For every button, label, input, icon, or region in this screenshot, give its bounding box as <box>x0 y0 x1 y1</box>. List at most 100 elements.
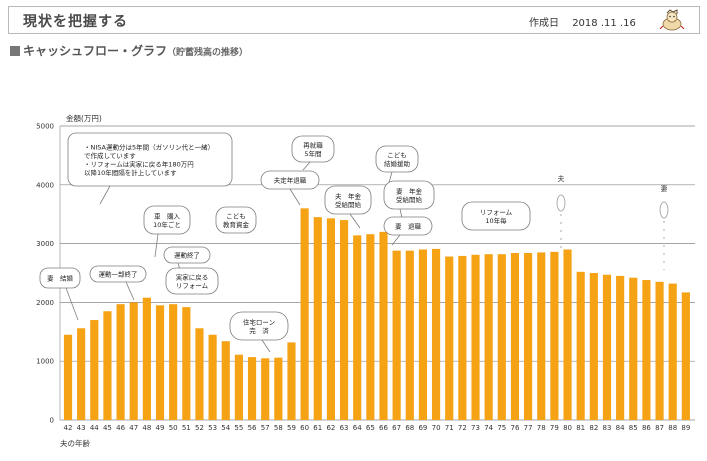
x-tick-label: 71 <box>445 424 454 432</box>
header-bar: 現状を把握する 作成日 2018 .11 .16 <box>8 6 700 34</box>
bar-age-60 <box>300 208 309 420</box>
x-tick-label: 56 <box>248 424 257 432</box>
x-tick-label: 57 <box>261 424 270 432</box>
x-tick-label: 48 <box>142 424 151 432</box>
x-tick-label: 88 <box>668 424 677 432</box>
bar-age-73 <box>471 254 480 420</box>
annotation-pointer <box>99 185 111 205</box>
created-date-area: 作成日 2018 .11 .16 <box>529 14 636 29</box>
x-tick-label: 53 <box>208 424 217 432</box>
y-axis-label: 金額(万円) <box>66 113 102 123</box>
annotation-box <box>67 132 233 187</box>
bar-age-77 <box>524 253 533 420</box>
x-tick-label: 82 <box>589 424 598 432</box>
x-tick-label: 44 <box>90 424 99 432</box>
annotation-text: 教育資金 <box>223 220 250 229</box>
annotation-pointer <box>261 339 271 353</box>
x-tick-label: 73 <box>471 424 480 432</box>
annotation-text: こども <box>387 151 407 159</box>
bar-age-56 <box>247 357 257 420</box>
annotation-text: 以降10年間隔を計上しています <box>84 168 177 177</box>
section-title-text: キャッシュフロー・グラフ <box>23 44 168 58</box>
bar-age-74 <box>484 254 493 420</box>
y-tick-label: 0 <box>50 417 54 425</box>
bar-age-53 <box>208 334 217 420</box>
annotation-text: 再就職 <box>303 140 323 149</box>
annotation-text: 10年毎 <box>485 216 507 225</box>
y-tick-label: 1000 <box>36 358 54 366</box>
annotation-text: 運動終了 <box>174 251 200 260</box>
x-tick-label: 63 <box>340 424 349 432</box>
bar-age-83 <box>602 274 612 420</box>
created-label: 作成日 <box>529 18 559 29</box>
bar-age-65 <box>366 234 375 420</box>
annotation-text: 夫 年金 <box>335 191 362 200</box>
bar-age-68 <box>405 250 414 420</box>
x-tick-label: 86 <box>642 424 651 432</box>
x-tick-label: 69 <box>418 424 427 432</box>
annotation-pointer <box>399 208 403 219</box>
created-date: 2018 .11 .16 <box>572 18 636 29</box>
bar-age-50 <box>169 304 178 420</box>
bar-age-82 <box>589 273 598 420</box>
annotation-text: 実家に戻る <box>176 272 209 281</box>
bar-age-66 <box>379 231 388 420</box>
bar-age-72 <box>458 255 467 420</box>
bar-age-86 <box>642 280 651 420</box>
annotation-text: ・NISA運動分は5年間（ガソリン代と一緒） <box>84 142 214 151</box>
annotation-text: 完 済 <box>249 326 269 335</box>
x-tick-label: 68 <box>405 424 414 432</box>
bar-age-81 <box>576 271 585 420</box>
grid-lines <box>59 125 695 421</box>
x-tick-label: 62 <box>326 424 335 432</box>
annotation-text: リフォーム <box>176 282 209 290</box>
annotation-text: 10年ごと <box>153 220 181 229</box>
annotation-box <box>163 246 211 264</box>
annotation-box <box>375 145 419 173</box>
bar-age-61 <box>313 217 322 420</box>
y-tick-label: 5000 <box>36 123 54 131</box>
wife-figure-icon <box>659 201 669 219</box>
bar-age-78 <box>537 252 546 420</box>
annotation-pointer <box>154 233 159 258</box>
annotation-box <box>260 170 320 190</box>
x-tick-label: 72 <box>458 424 467 432</box>
page-title: 現状を把握する <box>23 14 128 30</box>
x-tick-label: 60 <box>300 424 309 432</box>
bar-age-51 <box>182 307 191 420</box>
annotation-pointer <box>349 213 361 229</box>
bar-age-85 <box>629 277 638 420</box>
x-tick-label: 50 <box>169 424 178 432</box>
annotation-text: こども <box>226 212 246 220</box>
annotation-box <box>461 201 531 231</box>
annotation-14: 妻 退職 <box>383 216 433 246</box>
x-tick-label: 52 <box>195 424 204 432</box>
x-tick-label: 83 <box>603 424 612 432</box>
x-tick-label: 75 <box>497 424 506 432</box>
bar-age-54 <box>221 341 230 420</box>
annotation-box <box>143 205 191 235</box>
annotation-3: 運動一部終了 <box>89 265 147 301</box>
bar-age-76 <box>510 253 520 420</box>
bar-age-63 <box>339 220 349 420</box>
bar-age-47 <box>129 302 138 420</box>
annotation-pointer <box>125 281 135 301</box>
annotation-text: ・リフォームは実家に戻る年180万円 <box>84 159 194 168</box>
annotation-text: リフォーム <box>480 208 513 216</box>
x-tick-label: 45 <box>103 424 112 432</box>
section-square-icon <box>10 46 20 56</box>
x-tick-label: 89 <box>681 424 690 432</box>
annotation-text: 妻 結婚 <box>47 274 74 283</box>
annotation-6: 運動終了 <box>163 246 211 271</box>
bar-age-45 <box>103 311 112 420</box>
annotation-pointer <box>289 188 301 206</box>
annotation-text: 受給開始 <box>396 195 423 204</box>
annotation-1: ・NISA運動分は5年間（ガソリン代と一緒）で作成しています・リフォームは実家に… <box>67 132 233 205</box>
x-tick-label: 47 <box>129 424 138 432</box>
annotation-text: 妻 年金 <box>396 186 423 195</box>
bars <box>63 208 690 420</box>
